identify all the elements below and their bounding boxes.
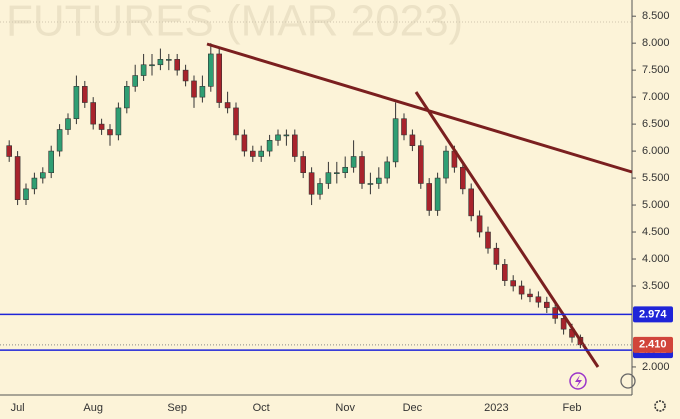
watermark-title: FUTURES (MAR 2023): [6, 0, 463, 46]
candle-body: [48, 150, 55, 173]
candle-body: [124, 86, 130, 109]
candle-body: [543, 301, 550, 308]
candle-body: [275, 134, 281, 141]
candle-body: [266, 140, 273, 152]
candle-body: [443, 150, 449, 179]
y-tick-label: 4.500: [642, 226, 670, 238]
last-price-label: 2.410: [639, 339, 667, 351]
candle-body: [426, 183, 433, 211]
lightning-icon[interactable]: [569, 372, 587, 390]
y-tick-label: 5.500: [642, 172, 670, 184]
candle-body: [333, 172, 340, 174]
candle-body: [82, 86, 88, 103]
candle-body: [233, 107, 239, 136]
x-tick-label: Dec: [403, 402, 423, 414]
candle-body: [409, 134, 416, 146]
candle-body: [434, 177, 441, 211]
price-label-box: [633, 306, 673, 323]
candle-body: [149, 64, 155, 67]
candle-body: [115, 107, 122, 136]
candle-body: [258, 150, 265, 157]
candle-body: [535, 296, 542, 303]
candle-body: [392, 118, 399, 163]
candle-body: [199, 86, 206, 98]
x-tick-label: Nov: [335, 402, 355, 414]
candle-body: [300, 156, 307, 173]
candle-body: [401, 118, 407, 136]
candle-body: [107, 129, 113, 136]
candle-body: [350, 156, 357, 168]
y-tick-label: 7.000: [642, 91, 670, 103]
candle-body: [241, 134, 248, 152]
x-tick-label: Sep: [167, 402, 187, 414]
candle-body: [552, 307, 559, 319]
candle-body: [560, 318, 567, 330]
settings-icon[interactable]: [654, 400, 666, 412]
candle-body: [191, 80, 197, 98]
info-icon[interactable]: [620, 373, 636, 389]
candle-body: [283, 134, 290, 137]
candle-body: [250, 150, 256, 157]
candle-body: [14, 156, 21, 200]
candle-body: [518, 285, 525, 295]
candle-body: [291, 134, 298, 157]
y-tick-label: 6.000: [642, 145, 670, 157]
x-tick-label: Jul: [11, 402, 25, 414]
candle-body: [23, 188, 29, 200]
candle-body: [375, 177, 382, 184]
candle-body: [485, 231, 491, 249]
candle-body: [216, 53, 222, 103]
candle-body: [325, 172, 332, 184]
y-tick-label: 3.500: [642, 280, 670, 292]
candle-body: [174, 59, 180, 71]
candle-body: [31, 177, 38, 190]
candle-body: [132, 75, 138, 87]
candle-body: [98, 123, 105, 130]
candle-body: [342, 166, 349, 173]
x-tick-label: 2023: [484, 402, 508, 414]
candle-body: [317, 183, 323, 195]
last-price-box: [633, 336, 673, 353]
candle-body: [182, 69, 189, 82]
candle-body: [468, 188, 475, 217]
y-tick-label: 6.500: [642, 118, 670, 130]
candle-body: [510, 280, 517, 287]
candle-body: [459, 166, 466, 190]
candle-body: [501, 264, 508, 281]
candle-body: [384, 161, 391, 179]
candle-body: [367, 183, 374, 185]
y-tick-label: 4.000: [642, 253, 670, 265]
candle-body: [527, 293, 533, 298]
y-tick-label: 2.000: [642, 361, 670, 373]
trendline: [414, 91, 600, 368]
y-tick-label: 8.500: [642, 10, 670, 22]
candle-body: [140, 64, 147, 76]
candle-body: [359, 156, 365, 184]
candle-body: [39, 172, 46, 179]
candle-body: [208, 53, 214, 87]
candle-body: [224, 102, 231, 109]
price-label: 2.974: [639, 308, 667, 320]
x-tick-label: Aug: [83, 402, 103, 414]
candle-body: [308, 172, 315, 195]
candle-body: [493, 247, 500, 265]
x-tick-label: Feb: [563, 402, 582, 414]
x-tick-label: Oct: [253, 402, 270, 414]
candle-body: [476, 215, 483, 233]
candle-body: [417, 145, 424, 184]
candle-body: [166, 59, 172, 61]
candle-body: [73, 86, 80, 120]
candle-body: [65, 118, 71, 130]
y-tick-label: 5.000: [642, 199, 670, 211]
candle-body: [157, 59, 164, 66]
y-tick-label: 8.000: [642, 37, 670, 49]
y-tick-label: 7.500: [642, 64, 670, 76]
candle-body: [6, 145, 12, 157]
candle-body: [90, 102, 96, 125]
lightning-glyph: [575, 375, 582, 388]
candle-body: [56, 129, 63, 152]
trendline: [206, 42, 633, 174]
